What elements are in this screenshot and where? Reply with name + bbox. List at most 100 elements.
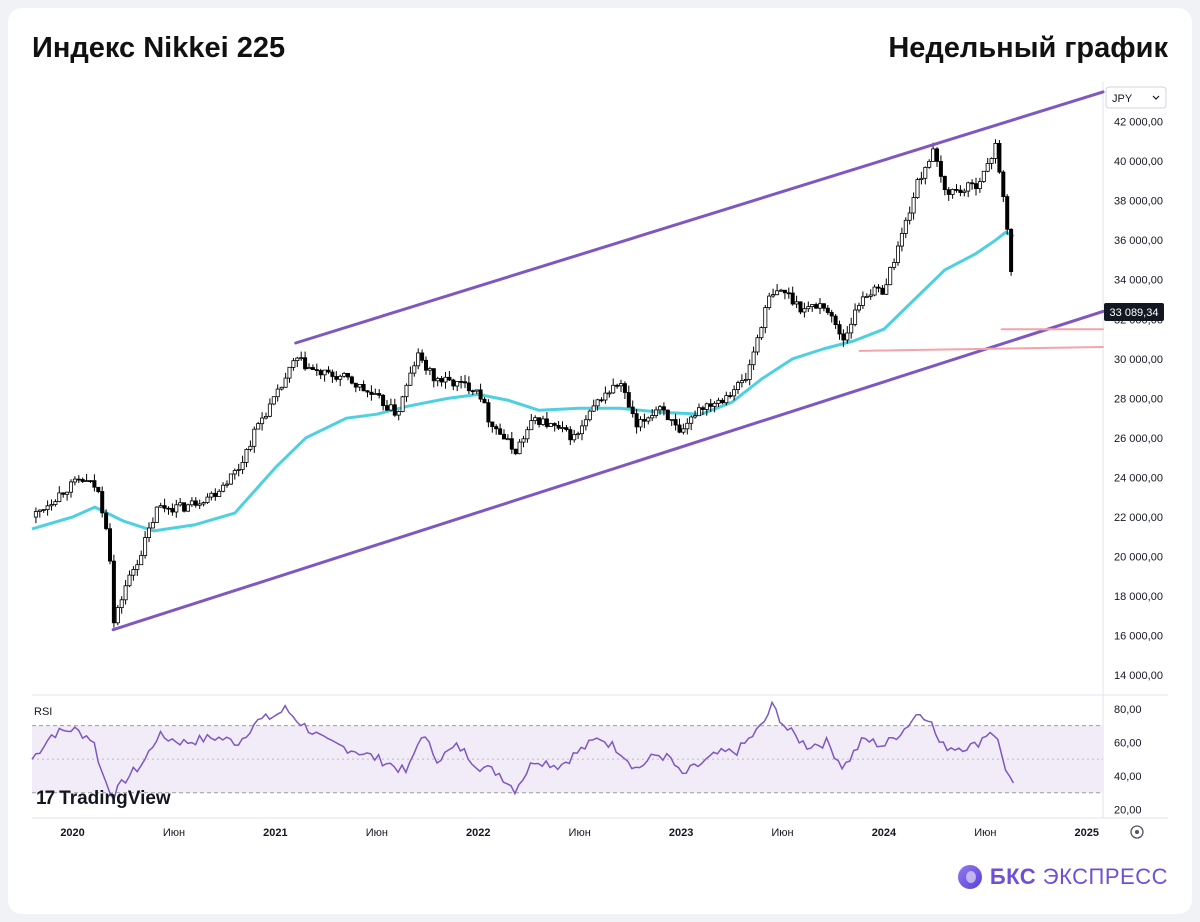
candle-41	[193, 497, 198, 508]
candle-98	[416, 348, 421, 370]
candle-body-235	[950, 188, 955, 195]
candle-body-114	[478, 389, 483, 400]
candle-body-223	[903, 219, 908, 234]
candle-body-139	[576, 433, 581, 436]
candle-84	[361, 380, 366, 392]
candle-225	[911, 192, 916, 220]
candle-body-132	[548, 423, 553, 427]
candle-118	[494, 424, 499, 435]
candle-234	[946, 187, 951, 201]
candle-107	[451, 378, 456, 391]
time-axis-tick-6: 2023	[669, 827, 693, 839]
candle-49	[224, 480, 229, 488]
candle-body-121	[505, 438, 510, 441]
candle-body-196	[798, 301, 803, 313]
candle-184	[751, 346, 756, 370]
candle-0	[33, 507, 38, 524]
candle-body-245	[989, 158, 994, 164]
candle-15	[92, 474, 97, 492]
candle-151	[622, 381, 627, 399]
candle-body-176	[720, 399, 725, 404]
candle-body-95	[404, 384, 409, 398]
candle-204	[829, 309, 834, 323]
candle-23	[123, 580, 128, 605]
currency-selector[interactable]: JPY	[1105, 86, 1167, 109]
candle-146	[603, 386, 608, 404]
candle-body-10	[72, 478, 77, 483]
tradingview-watermark: 17 TradingView	[36, 788, 171, 810]
candle-56	[252, 426, 257, 453]
candle-body-198	[806, 306, 811, 310]
candle-10	[72, 476, 77, 486]
candle-202	[821, 303, 826, 312]
candle-body-63	[279, 386, 284, 390]
candle-13	[84, 473, 89, 483]
candle-67	[295, 356, 300, 368]
candle-body-23	[123, 585, 128, 601]
candle-108	[455, 380, 460, 392]
candle-64	[283, 372, 288, 388]
candle-body-184	[751, 351, 756, 366]
candle-body-12	[80, 479, 85, 482]
candle-17	[100, 486, 105, 518]
candle-206	[837, 320, 842, 340]
candle-70	[306, 363, 311, 370]
candle-175	[716, 397, 721, 407]
candle-233	[942, 175, 947, 196]
candle-52	[236, 463, 241, 477]
candle-45	[209, 491, 214, 501]
candle-66	[291, 358, 296, 371]
rsi-axis-tick-2: 60,00	[1114, 737, 1142, 749]
candle-134	[556, 421, 561, 430]
candle-219	[888, 266, 893, 286]
candle-body-45	[209, 492, 214, 498]
candle-239	[966, 181, 971, 198]
candle-213	[864, 293, 869, 298]
candle-body-35	[170, 508, 175, 513]
candle-body-113	[474, 389, 479, 392]
candle-body-46	[213, 492, 218, 497]
candle-body-203	[825, 307, 830, 313]
candle-171	[700, 405, 705, 415]
candle-body-250	[1009, 228, 1014, 273]
candle-153	[630, 400, 635, 418]
candle-148	[611, 378, 616, 394]
candle-body-140	[580, 425, 585, 435]
candle-body-182	[743, 378, 748, 381]
candle-body-108	[455, 380, 460, 387]
candle-body-244	[985, 163, 990, 172]
brand-logo: БКС ЭКСПРЕСС	[957, 864, 1168, 890]
candle-119	[498, 423, 503, 435]
candle-207	[841, 329, 846, 347]
candle-body-59	[263, 415, 268, 419]
candle-77	[334, 371, 339, 382]
candle-body-31	[154, 506, 159, 523]
candle-body-156	[642, 419, 647, 422]
price-axis-tick-14: 42 000,00	[1114, 117, 1163, 129]
candle-body-39	[185, 504, 190, 512]
candle-body-36	[174, 504, 179, 513]
candle-body-47	[217, 490, 222, 497]
candle-body-181	[739, 380, 744, 384]
candle-body-195	[794, 301, 799, 305]
candle-body-57	[256, 423, 261, 430]
candle-body-58	[260, 417, 265, 425]
candle-127	[529, 414, 534, 431]
candle-body-170	[697, 407, 702, 417]
settings-button[interactable]	[1130, 825, 1144, 839]
candle-123	[513, 448, 518, 456]
rsi-panel-title: RSI	[34, 706, 52, 718]
candle-141	[583, 415, 588, 431]
candle-190	[775, 284, 780, 296]
candle-201	[818, 298, 823, 314]
candle-8	[65, 491, 70, 501]
candle-195	[794, 295, 799, 309]
candle-body-110	[462, 381, 467, 384]
candle-226	[915, 177, 920, 199]
candle-body-11	[76, 478, 81, 481]
candle-32	[158, 502, 163, 508]
candle-167	[685, 418, 690, 435]
candle-245	[989, 157, 994, 170]
candle-63	[279, 386, 284, 391]
